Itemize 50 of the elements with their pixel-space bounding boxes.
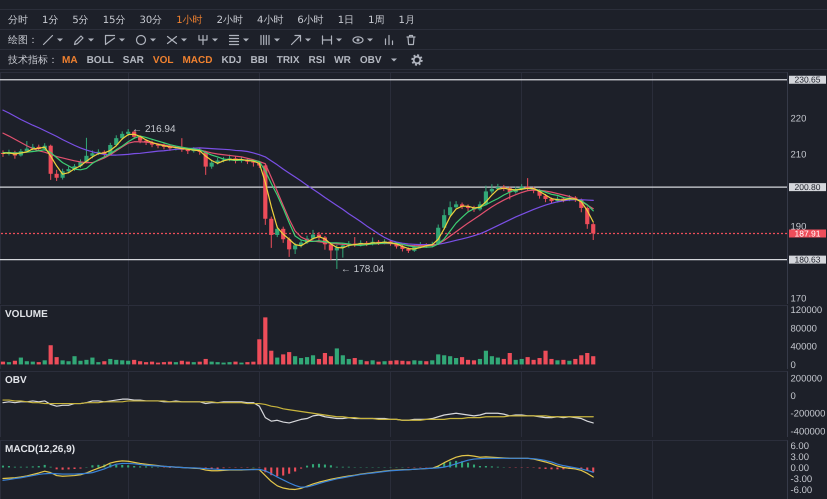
y-tick-label: -400000 — [790, 426, 826, 438]
text: 5分 — [72, 14, 89, 27]
chart-title: VOLUME — [5, 309, 48, 320]
text: SAR — [122, 54, 144, 66]
y-tick-label: 120000 — [790, 305, 822, 316]
text: 1小时 — [176, 14, 203, 27]
text: BBI — [250, 54, 268, 66]
text: 1日 — [338, 14, 354, 27]
y-tick-label: -6.00 — [790, 484, 812, 496]
text: 4小时 — [256, 14, 284, 27]
text: 6小时 — [297, 14, 324, 27]
y-tick-label: 6.00 — [790, 440, 809, 452]
text: MA — [62, 54, 78, 66]
y-tick-label: 3.00 — [790, 452, 809, 463]
y-tick-label: -200000 — [790, 408, 826, 420]
text: KDJ — [221, 54, 242, 66]
ref-line-label: 200.80 — [794, 182, 821, 192]
text: RSI — [308, 54, 326, 66]
chart-title: MACD(12,26,9) — [5, 444, 76, 455]
y-tick-label: -3.00 — [790, 474, 812, 485]
text: 30分 — [139, 14, 162, 27]
annotation: ← 216.94 — [132, 124, 176, 136]
y-tick-label: 200000 — [790, 374, 822, 385]
ref-line-label: 187.91 — [794, 228, 821, 238]
y-tick-label: 220 — [790, 114, 806, 125]
text: WR — [334, 54, 351, 66]
y-tick-label: 210 — [790, 150, 806, 161]
text: 2小时 — [216, 14, 243, 27]
text: MACD — [182, 54, 212, 66]
text: 1分 — [42, 14, 58, 27]
text: 1月 — [398, 14, 415, 27]
y-tick-label: 0 — [790, 360, 796, 371]
text: VOL — [152, 54, 174, 66]
y-tick-label: 0 — [790, 391, 796, 402]
text: OBV — [360, 54, 382, 66]
text: TRIX — [276, 54, 300, 66]
text: 绘图： — [8, 34, 38, 47]
text: 15分 — [102, 14, 126, 27]
text: 1周 — [368, 14, 384, 27]
ref-line-label: 180.63 — [794, 254, 821, 265]
y-tick-label: 40000 — [790, 342, 817, 353]
text: 技术指标： — [8, 54, 58, 67]
chart-title: OBV — [5, 375, 27, 386]
ref-line-label: 230.65 — [794, 74, 821, 85]
annotation: ← 178.04 — [340, 264, 385, 275]
text: 分时 — [8, 14, 28, 27]
y-tick-label: 170 — [790, 293, 806, 304]
y-tick-label: 0.00 — [790, 462, 809, 474]
text: BOLL — [86, 54, 114, 66]
y-tick-label: 80000 — [790, 323, 817, 334]
